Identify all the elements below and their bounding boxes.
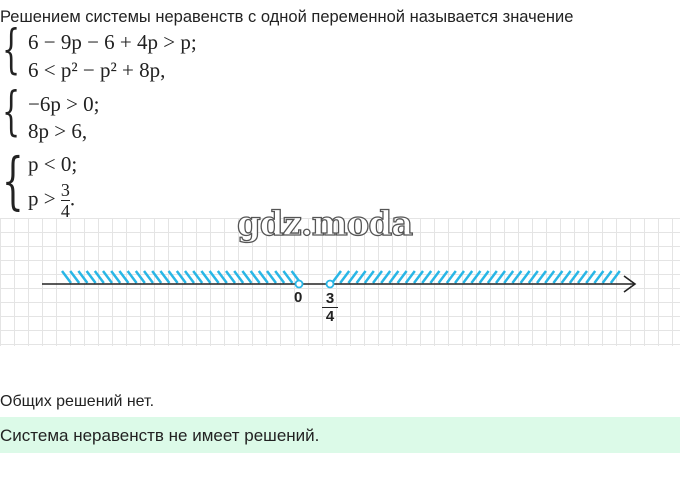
system-line: p < 0; [28, 152, 78, 176]
hatch-right [339, 270, 351, 284]
brace-icon: { [2, 144, 24, 217]
hatch-left [85, 270, 97, 284]
hatch-left [257, 270, 269, 284]
number-line [42, 270, 637, 293]
hatch-group [61, 270, 621, 284]
hatch-right [363, 270, 375, 284]
hatch-left [241, 270, 253, 284]
note-text: Общих решений нет. [0, 393, 155, 410]
system-line: −6p > 0; [28, 92, 100, 116]
intro-text: Решением системы неравенств с одной пере… [0, 8, 574, 26]
hatch-right [429, 270, 441, 284]
hatch-left [192, 270, 204, 284]
hatch-right [568, 270, 580, 284]
hatch-left [159, 270, 171, 284]
hatch-right [503, 270, 515, 284]
hatch-right [519, 270, 531, 284]
hatch-left [93, 270, 105, 284]
hatch-right [347, 270, 359, 284]
hatch-right [536, 270, 547, 284]
hatch-left [61, 270, 72, 284]
hatch-left [69, 270, 81, 284]
hatch-left [77, 270, 89, 284]
hatch-left [143, 270, 154, 284]
hatch-right [421, 270, 433, 284]
point-label-0: 0 [294, 289, 303, 306]
hatch-left [233, 270, 245, 284]
fraction-num: 3 [322, 290, 338, 308]
hatch-left [274, 270, 286, 284]
watermark-logo: gdz.moda [236, 203, 413, 244]
hatch-right [593, 270, 605, 284]
hatch-left [200, 270, 212, 284]
hatch-right [445, 270, 457, 284]
hatch-right [577, 270, 588, 284]
hatch-right [511, 270, 523, 284]
hatch-right [609, 270, 621, 284]
hatch-left [175, 270, 187, 284]
hatch-right [552, 270, 564, 284]
hatch-right [355, 270, 367, 284]
hatch-left [216, 270, 228, 284]
hatch-right [413, 270, 424, 284]
hatch-right [380, 270, 392, 284]
hatch-right [437, 270, 449, 284]
hatch-left [208, 270, 220, 284]
hatch-right [470, 270, 482, 284]
hatch-left [102, 270, 113, 284]
hatch-right [396, 270, 408, 284]
hatch-left [118, 270, 130, 284]
hatch-right [462, 270, 474, 284]
hatch-left [134, 270, 146, 284]
hatch-right [585, 270, 597, 284]
answer-box: Система неравенств не имеет решений. [0, 417, 680, 453]
fraction-suffix: . [69, 186, 76, 211]
hatch-right [560, 270, 572, 284]
hatch-right [544, 270, 556, 284]
hatch-right [495, 270, 506, 284]
hatch-right [527, 270, 539, 284]
fraction-den: 4 [325, 308, 335, 325]
system-line: 6 < p² − p² + 8p, [28, 58, 166, 82]
hatch-left [167, 270, 179, 284]
fraction-den: 4 [60, 201, 70, 221]
brace-icon: { [2, 20, 21, 80]
hatch-left [282, 270, 294, 284]
hatch-right [478, 270, 490, 284]
hatch-right [601, 270, 613, 284]
hatch-right [331, 270, 342, 284]
hatch-left [110, 270, 122, 284]
hatch-right [388, 270, 400, 284]
hatch-left [249, 270, 261, 284]
system-line: 8p > 6, [28, 119, 88, 143]
hatch-left [225, 270, 236, 284]
hatch-left [266, 270, 277, 284]
hatch-right [372, 270, 383, 284]
system-line-text: p > [28, 186, 61, 211]
fraction-num: 3 [60, 180, 70, 201]
open-point-0 [294, 279, 304, 289]
open-point-3-4 [325, 279, 335, 289]
hatch-left [184, 270, 195, 284]
hatch-right [486, 270, 498, 284]
hatch-left [151, 270, 163, 284]
brace-icon: { [2, 82, 21, 142]
hatch-right [454, 270, 465, 284]
system-line: 6 − 9p − 6 + 4p > p; [28, 30, 197, 54]
hatch-left [126, 270, 138, 284]
axis-arrow-icon [623, 275, 637, 293]
hatch-right [404, 270, 416, 284]
